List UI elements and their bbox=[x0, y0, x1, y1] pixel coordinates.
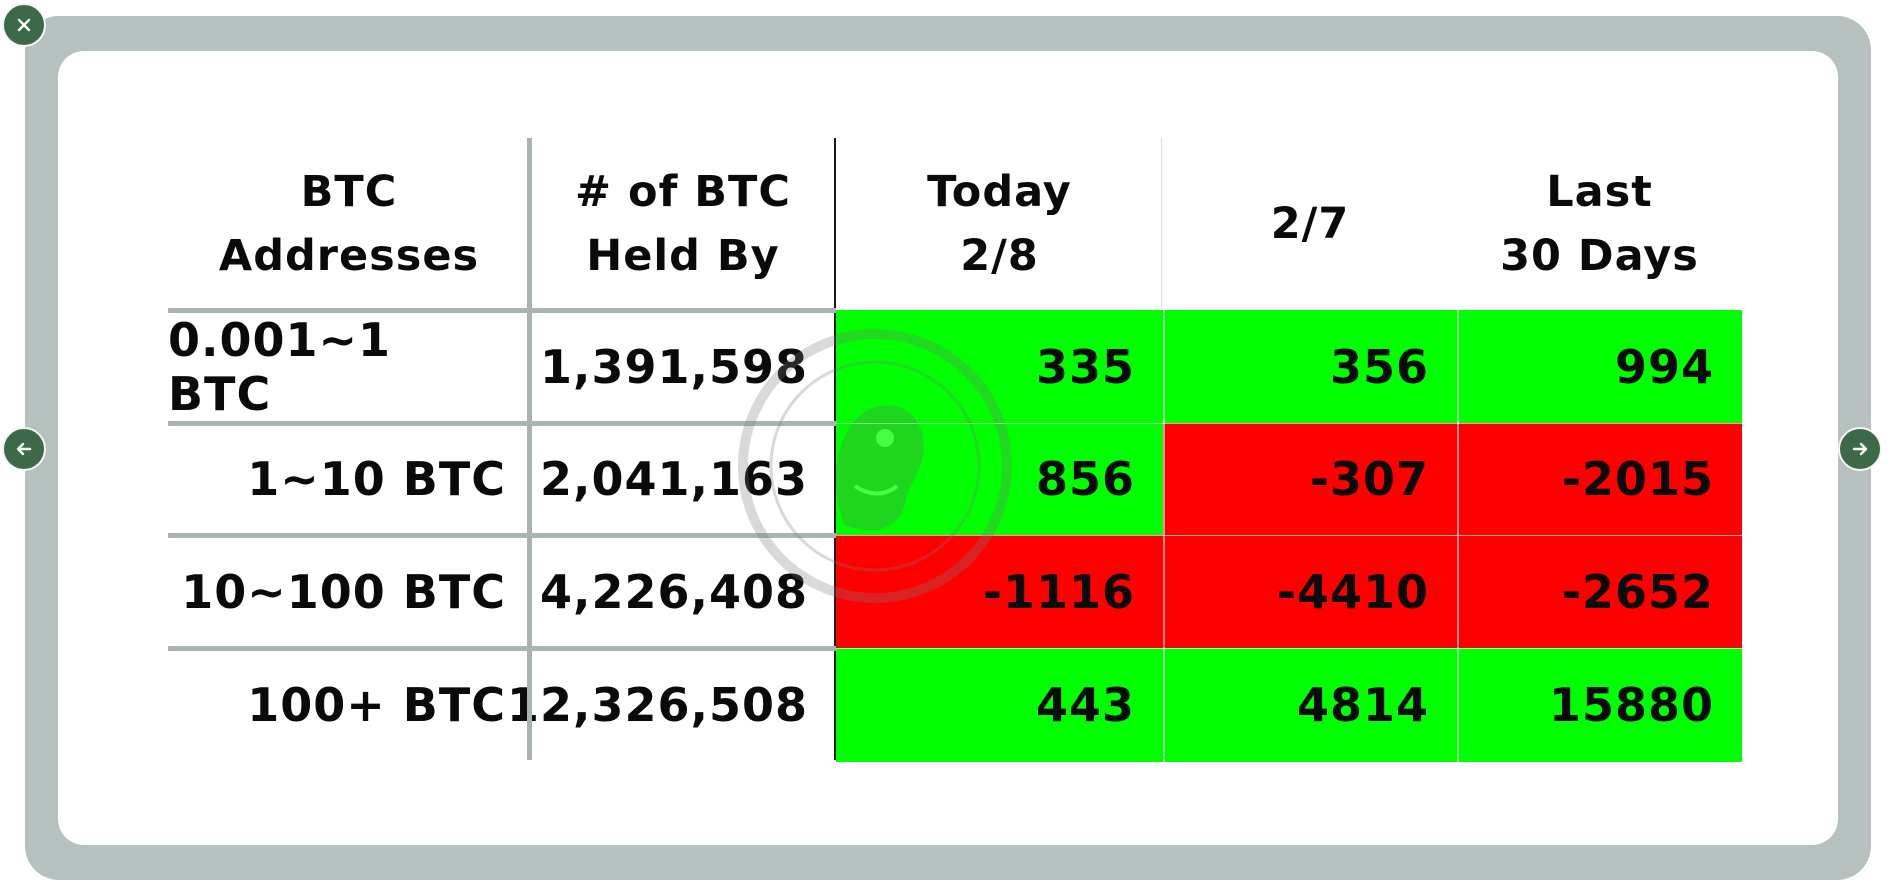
change-cell: 856 bbox=[836, 423, 1163, 535]
change-cell: -2015 bbox=[1457, 423, 1742, 535]
change-cell: 443 bbox=[836, 648, 1163, 762]
held-by-cell: 4,226,408 bbox=[540, 564, 808, 619]
row-divider bbox=[836, 648, 1742, 649]
previous-button[interactable] bbox=[2, 427, 46, 471]
btc-holdings-table: BTC Addresses # of BTC Held By Today 2/8 2/… bbox=[168, 138, 1742, 762]
column-header: # of BTC Held By bbox=[575, 167, 791, 281]
held-by-cell: 12,326,508 bbox=[506, 678, 808, 732]
row-divider bbox=[168, 533, 836, 538]
row-divider bbox=[836, 535, 1742, 536]
column-header: Last 30 Days bbox=[1500, 167, 1699, 281]
column-divider bbox=[1163, 310, 1165, 423]
column-divider bbox=[1163, 423, 1165, 535]
row-divider bbox=[168, 646, 836, 651]
held-by-cell: 2,041,163 bbox=[540, 452, 808, 506]
row-label: 10~100 BTC bbox=[181, 564, 506, 619]
change-cell: 356 bbox=[1163, 310, 1457, 423]
change-cell: -307 bbox=[1163, 423, 1457, 535]
column-divider bbox=[1457, 310, 1459, 423]
change-cell: 335 bbox=[836, 310, 1163, 423]
column-header: BTC Addresses bbox=[218, 167, 480, 281]
change-cell: 15880 bbox=[1457, 648, 1742, 762]
row-divider bbox=[836, 310, 1742, 311]
column-divider bbox=[527, 138, 532, 760]
change-cell: -1116 bbox=[836, 535, 1163, 648]
row-divider bbox=[168, 421, 836, 426]
column-divider bbox=[1457, 648, 1459, 762]
arrow-right-icon bbox=[1852, 442, 1868, 456]
change-cell: -2652 bbox=[1457, 535, 1742, 648]
row-label: 0.001~1 BTC bbox=[168, 312, 392, 421]
column-divider bbox=[1163, 535, 1165, 648]
close-icon bbox=[17, 18, 31, 32]
row-label: 1~10 BTC bbox=[247, 452, 506, 506]
row-divider bbox=[168, 308, 836, 313]
column-divider bbox=[1163, 648, 1165, 762]
column-divider bbox=[1457, 535, 1459, 648]
row-divider bbox=[836, 423, 1742, 424]
column-divider bbox=[834, 138, 836, 760]
change-cell: -4410 bbox=[1163, 535, 1457, 648]
change-cell: 4814 bbox=[1163, 648, 1457, 762]
change-cell: 994 bbox=[1457, 310, 1742, 423]
arrow-left-icon bbox=[16, 442, 32, 456]
next-button[interactable] bbox=[1838, 427, 1882, 471]
column-divider bbox=[1161, 138, 1162, 310]
column-divider bbox=[1457, 423, 1459, 535]
close-button[interactable] bbox=[2, 3, 46, 47]
held-by-cell: 1,391,598 bbox=[540, 339, 808, 394]
row-label: 100+ BTC bbox=[247, 678, 506, 732]
column-header: Today 2/8 bbox=[927, 167, 1072, 281]
column-header: 2/7 bbox=[1270, 199, 1350, 249]
